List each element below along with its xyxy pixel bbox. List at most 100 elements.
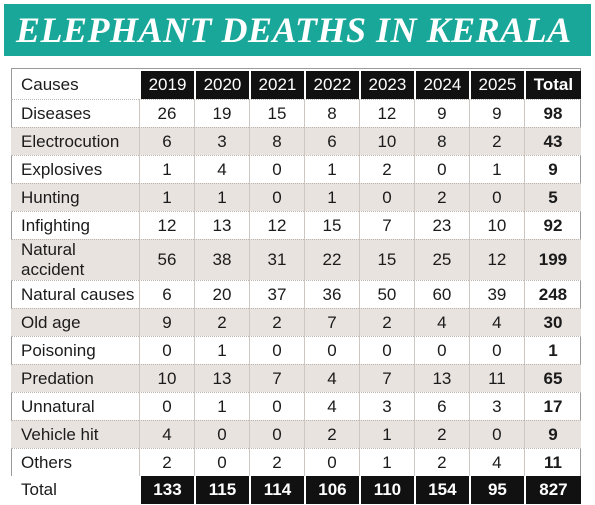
row-total-cell: 17	[523, 392, 581, 420]
header-year: 2025	[468, 71, 524, 99]
value-cell: 0	[193, 420, 249, 448]
page-title: ELEPHANT DEATHS IN KERALA	[4, 4, 591, 56]
table-row: Others 2 0 2 0 1 2 4 11	[11, 448, 581, 476]
value-cell: 1	[139, 183, 194, 211]
value-cell: 1	[193, 392, 249, 420]
value-cell: 2	[248, 448, 304, 476]
value-cell: 2	[358, 308, 414, 336]
value-cell: 0	[248, 155, 304, 183]
value-cell: 0	[303, 448, 359, 476]
value-cell: 8	[413, 127, 469, 155]
value-cell: 0	[358, 336, 414, 364]
value-cell: 4	[193, 155, 249, 183]
value-cell: 1	[468, 155, 524, 183]
value-cell: 0	[193, 448, 249, 476]
table-row: Unnatural 0 1 0 4 3 6 3 17	[11, 392, 581, 420]
value-cell: 10	[468, 211, 524, 239]
header-year: 2020	[193, 71, 249, 99]
header-causes: Causes	[21, 75, 79, 94]
table-row: Poisoning 0 1 0 0 0 0 0 1	[11, 336, 581, 364]
value-cell: 23	[413, 211, 469, 239]
value-cell: 1	[193, 183, 249, 211]
value-cell: 2	[303, 420, 359, 448]
value-cell: 8	[303, 99, 359, 127]
year-total-cell: 114	[248, 476, 304, 504]
value-cell: 2	[193, 308, 249, 336]
value-cell: 20	[193, 280, 249, 308]
row-total-cell: 1	[523, 336, 581, 364]
value-cell: 2	[468, 127, 524, 155]
value-cell: 11	[468, 364, 524, 392]
row-total-cell: 65	[523, 364, 581, 392]
value-cell: 3	[193, 127, 249, 155]
value-cell: 4	[139, 420, 194, 448]
value-cell: 4	[303, 364, 359, 392]
table-row: Vehicle hit 4 0 0 2 1 2 0 9	[11, 420, 581, 448]
value-cell: 6	[139, 127, 194, 155]
row-total-cell: 199	[523, 239, 581, 280]
value-cell: 2	[248, 308, 304, 336]
cause-cell: Infighting	[11, 211, 139, 239]
value-cell: 13	[193, 364, 249, 392]
value-cell: 9	[139, 308, 194, 336]
value-cell: 4	[468, 308, 524, 336]
cause-cell: Vehicle hit	[11, 420, 139, 448]
value-cell: 13	[193, 211, 249, 239]
year-total-cell: 154	[413, 476, 469, 504]
value-cell: 0	[139, 336, 194, 364]
value-cell: 6	[303, 127, 359, 155]
value-cell: 0	[413, 155, 469, 183]
value-cell: 2	[139, 448, 194, 476]
value-cell: 8	[248, 127, 304, 155]
value-cell: 0	[413, 336, 469, 364]
value-cell: 0	[468, 183, 524, 211]
value-cell: 25	[413, 239, 469, 280]
header-year: 2019	[139, 71, 194, 99]
table-row: Natural accident 56 38 31 22 15 25 12 199	[11, 239, 581, 280]
table-row: Explosives 1 4 0 1 2 0 1 9	[11, 155, 581, 183]
grand-total-cell: 827	[523, 476, 581, 504]
value-cell: 7	[248, 364, 304, 392]
value-cell: 0	[139, 392, 194, 420]
value-cell: 31	[248, 239, 304, 280]
cause-cell: Poisoning	[11, 336, 139, 364]
value-cell: 12	[139, 211, 194, 239]
header-year: 2022	[303, 71, 359, 99]
value-cell: 0	[248, 420, 304, 448]
cause-cell: Explosives	[11, 155, 139, 183]
row-total-cell: 11	[523, 448, 581, 476]
value-cell: 12	[248, 211, 304, 239]
table-row: Predation 10 13 7 4 7 13 11 65	[11, 364, 581, 392]
header-row: Causes 2019 2020 2021 2022 2023 2024 202…	[11, 71, 581, 99]
value-cell: 10	[139, 364, 194, 392]
year-total-cell: 95	[468, 476, 524, 504]
row-total-cell: 5	[523, 183, 581, 211]
cause-cell: Old age	[11, 308, 139, 336]
value-cell: 7	[358, 211, 414, 239]
row-total-cell: 30	[523, 308, 581, 336]
value-cell: 1	[358, 420, 414, 448]
year-total-cell: 110	[358, 476, 414, 504]
totals-row: Total 133 115 114 106 110 154 95 827	[11, 476, 581, 504]
row-total-cell: 248	[523, 280, 581, 308]
value-cell: 6	[139, 280, 194, 308]
value-cell: 4	[303, 392, 359, 420]
value-cell: 2	[358, 155, 414, 183]
table-row: Diseases 26 19 15 8 12 9 9 98	[11, 99, 581, 127]
value-cell: 0	[248, 336, 304, 364]
value-cell: 9	[468, 99, 524, 127]
value-cell: 2	[413, 420, 469, 448]
value-cell: 0	[248, 183, 304, 211]
row-total-cell: 98	[523, 99, 581, 127]
value-cell: 6	[413, 392, 469, 420]
value-cell: 13	[413, 364, 469, 392]
table-row: Natural causes 6 20 37 36 50 60 39 248	[11, 280, 581, 308]
table-row: Electrocution 6 3 8 6 10 8 2 43	[11, 127, 581, 155]
value-cell: 0	[468, 420, 524, 448]
value-cell: 9	[413, 99, 469, 127]
value-cell: 26	[139, 99, 194, 127]
value-cell: 1	[358, 448, 414, 476]
value-cell: 60	[413, 280, 469, 308]
value-cell: 0	[248, 392, 304, 420]
value-cell: 7	[358, 364, 414, 392]
